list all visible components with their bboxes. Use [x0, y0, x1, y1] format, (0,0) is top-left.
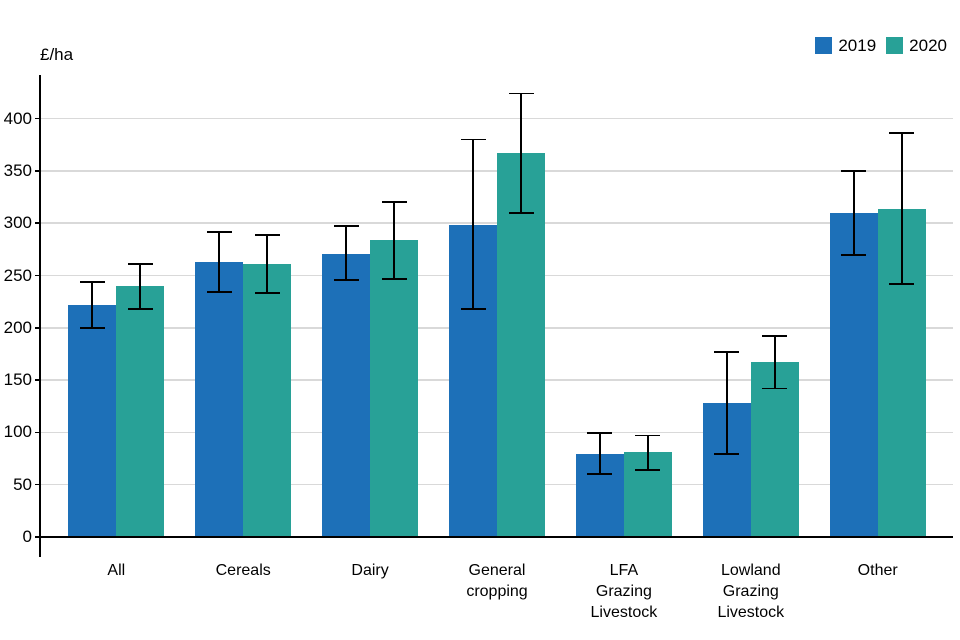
- x-category-label-4: LFA Grazing Livestock: [590, 562, 658, 621]
- y-tick-label-250: 250: [3, 265, 32, 285]
- bar-2019-6: [829, 212, 878, 537]
- error-cap-2019-4-1: [587, 473, 613, 476]
- bar-2020-2: [370, 239, 419, 537]
- error-cap-2019-6-0: [841, 169, 867, 172]
- error-bar-2020-1: [266, 234, 269, 294]
- y-tick-100: [35, 431, 40, 434]
- gridline-400: [40, 117, 953, 120]
- x-category-label-3: General cropping: [466, 562, 528, 600]
- error-bar-2019-1: [218, 231, 221, 293]
- y-tick-label-0: 0: [22, 527, 32, 546]
- y-axis-unit-label: £/ha: [40, 45, 74, 64]
- error-cap-2019-6-1: [841, 253, 867, 256]
- error-cap-2020-6-1: [889, 282, 915, 285]
- error-cap-2020-6-0: [889, 132, 915, 135]
- y-tick-150: [35, 379, 40, 381]
- y-tick-350: [35, 170, 40, 172]
- y-tick-label-400: 400: [3, 108, 32, 128]
- error-cap-2019-3-1: [460, 308, 486, 310]
- legend-item-2020: 2020: [886, 37, 947, 54]
- x-category-label-6: Other: [857, 562, 898, 579]
- error-cap-2020-1-0: [254, 233, 280, 236]
- error-cap-2020-2-0: [381, 201, 407, 204]
- y-tick-200: [35, 327, 40, 329]
- error-cap-2019-0-0: [79, 280, 105, 283]
- error-cap-2019-5-1: [714, 453, 740, 456]
- error-bar-2019-0: [91, 281, 94, 328]
- legend-label: 2019: [838, 36, 877, 55]
- error-bar-2019-6: [852, 170, 855, 255]
- error-bar-2019-3: [472, 139, 474, 309]
- bar-2019-0: [68, 304, 117, 537]
- error-cap-2020-0-1: [127, 308, 153, 310]
- x-category-label-1: Cereals: [215, 562, 271, 579]
- y-tick-label-50: 50: [13, 474, 32, 494]
- error-bar-2020-5: [773, 336, 776, 389]
- error-bar-2019-4: [598, 433, 601, 475]
- error-cap-2019-3-0: [460, 138, 486, 141]
- x-category-label-0: All: [107, 562, 126, 579]
- error-cap-2020-3-1: [508, 211, 534, 214]
- error-cap-2020-3-0: [508, 92, 534, 95]
- x-category-label-5: Lowland Grazing Livestock: [717, 562, 785, 621]
- error-bar-2020-4: [646, 435, 649, 471]
- error-cap-2019-4-0: [587, 432, 613, 435]
- bar-2019-1: [195, 261, 244, 537]
- error-bar-2020-0: [139, 263, 142, 309]
- error-cap-2020-4-0: [635, 434, 661, 437]
- bar-2020-3: [497, 153, 545, 537]
- y-tick-250: [35, 274, 40, 277]
- legend-label: 2020: [909, 36, 947, 55]
- chart-legend: 2019 2020: [815, 37, 947, 54]
- error-bar-2019-2: [345, 226, 348, 280]
- error-cap-2020-0-0: [127, 263, 153, 265]
- error-bar-2020-2: [393, 202, 396, 279]
- error-cap-2019-1-1: [206, 291, 232, 294]
- x-category-label-2: Dairy: [351, 562, 389, 579]
- error-bar-2020-6: [900, 133, 903, 284]
- legend-item-2019: 2019: [815, 37, 876, 54]
- y-tick-label-150: 150: [3, 370, 32, 390]
- y-tick-400: [35, 117, 40, 120]
- error-cap-2019-0-1: [79, 326, 105, 329]
- bar-2020-5: [750, 362, 799, 537]
- error-cap-2020-2-1: [381, 277, 407, 280]
- y-axis-line: [39, 75, 41, 557]
- y-tick-50: [35, 483, 40, 486]
- legend-swatch-icon: [815, 37, 833, 54]
- x-axis-line: [40, 536, 953, 538]
- error-cap-2020-1-1: [254, 292, 280, 295]
- y-tick-label-300: 300: [3, 213, 32, 233]
- error-bar-2020-3: [520, 93, 522, 213]
- error-cap-2019-1-0: [206, 230, 232, 233]
- y-tick-label-100: 100: [3, 422, 32, 442]
- error-cap-2020-5-1: [762, 387, 788, 390]
- gridline-350: [40, 170, 953, 172]
- bar-2020-1: [243, 263, 292, 537]
- gridline-300: [40, 222, 953, 224]
- error-cap-2019-2-1: [333, 278, 359, 281]
- y-tick-300: [35, 222, 40, 224]
- error-cap-2020-5-0: [762, 335, 788, 338]
- y-tick-label-350: 350: [3, 160, 32, 180]
- error-cap-2019-5-0: [714, 350, 740, 353]
- y-tick-0: [35, 536, 40, 538]
- bar-2019-2: [322, 253, 371, 537]
- legend-swatch-icon: [886, 37, 904, 54]
- bar-2020-0: [116, 285, 165, 537]
- error-cap-2019-2-0: [333, 225, 359, 228]
- error-bar-2019-5: [725, 351, 728, 455]
- error-cap-2020-4-1: [635, 469, 661, 471]
- y-tick-label-200: 200: [3, 317, 32, 337]
